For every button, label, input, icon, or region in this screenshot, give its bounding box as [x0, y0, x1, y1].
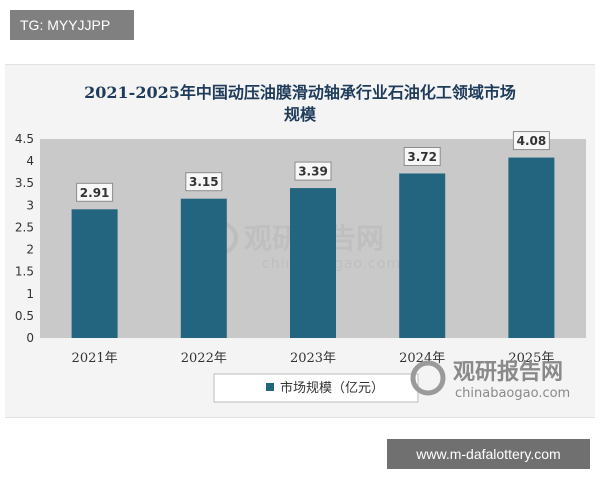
bar [180, 198, 227, 338]
legend-label: 市场规模（亿元） [280, 380, 384, 396]
chart-title: 2021-2025年中国动压油膜滑动轴承行业石油化工领域市场 规模 [40, 82, 560, 126]
data-label: 4.08 [517, 134, 547, 148]
legend: 市场规模（亿元） [213, 373, 419, 403]
watermark-corner-logo-icon [410, 360, 446, 396]
y-tick-label: 4 [26, 154, 34, 168]
y-tick-label: 2 [26, 243, 34, 257]
bar [399, 173, 446, 338]
y-tick-label: 1 [26, 287, 34, 301]
x-tick-label: 2022年 [181, 351, 227, 366]
data-label-box [403, 146, 441, 166]
data-label: 3.72 [407, 150, 437, 164]
data-label: 2.91 [80, 186, 110, 200]
y-tick-label: 0.5 [15, 309, 34, 323]
data-label-box [512, 131, 550, 151]
x-tick-label: 2025年 [508, 351, 554, 366]
chart-title-line-1: 2021-2025年中国动压油膜滑动轴承行业石油化工领域市场 [84, 83, 516, 102]
y-tick-label: 3.5 [15, 176, 34, 190]
bar [508, 157, 555, 338]
watermark-corner-brand-en: chinabaogao.com [455, 386, 570, 401]
legend-swatch [266, 383, 274, 391]
data-label-box [76, 182, 114, 202]
data-label: 3.15 [189, 175, 219, 189]
y-tick-label: 1.5 [15, 265, 34, 279]
bar [290, 188, 336, 338]
y-tick-label: 4.5 [15, 132, 34, 146]
data-label-box [294, 161, 332, 181]
y-tick-label: 2.5 [15, 220, 34, 234]
legend-box [213, 373, 419, 403]
bar [71, 209, 118, 338]
data-label-box [185, 172, 223, 192]
chart-title-line-2: 规模 [283, 105, 316, 124]
x-tick-label: 2023年 [290, 351, 336, 366]
x-tick-label: 2021年 [72, 351, 118, 366]
y-tick-label: 3 [26, 198, 34, 212]
data-label: 3.39 [298, 165, 328, 179]
bottom-tag: www.m-dafalottery.com [387, 439, 590, 469]
y-tick-label: 0 [26, 331, 34, 345]
watermark-corner-brand-cn: 观研报告网 [453, 360, 563, 385]
top-tag: TG: MYYJJPP [10, 10, 134, 40]
watermark-corner: 观研报告网 chinabaogao.com [410, 360, 570, 401]
